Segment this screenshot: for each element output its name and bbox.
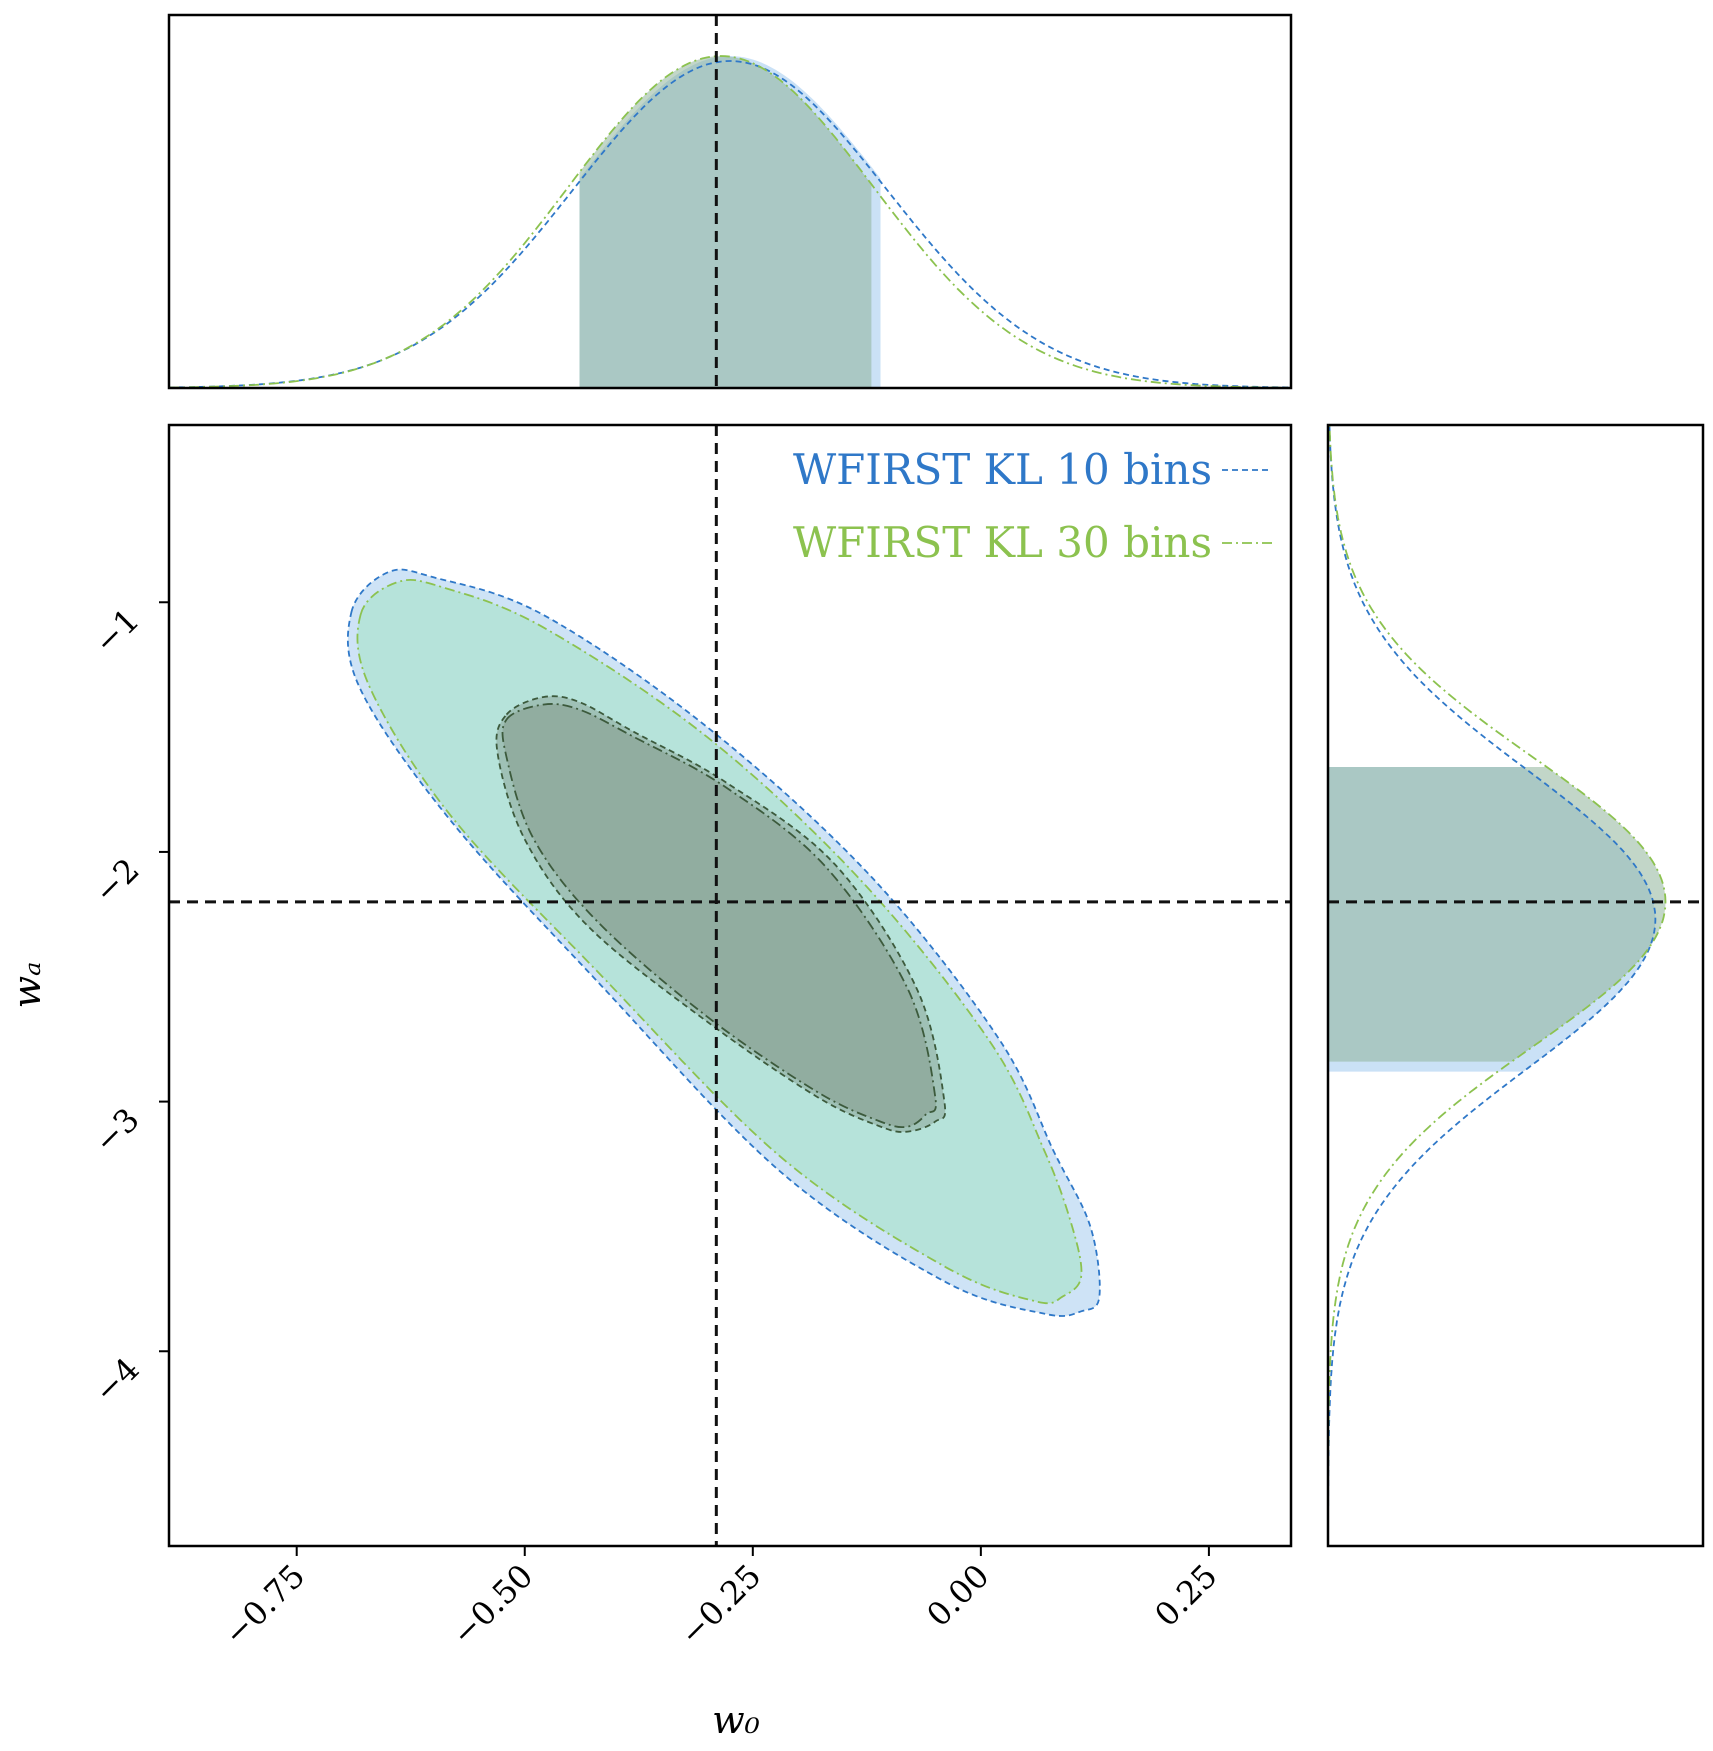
legend: WFIRST KL 10 bins WFIRST KL 30 bins xyxy=(793,445,1272,567)
contour-68-fill-1 xyxy=(496,696,946,1132)
legend-label-1: WFIRST KL 10 bins xyxy=(793,445,1212,494)
y-tick-label: −1 xyxy=(86,601,146,661)
x-axis-label: w₀ xyxy=(712,1698,760,1742)
y-axis-label: wₐ xyxy=(5,962,49,1009)
w0-wa-contour-panel: −0.75 −0.50 −0.25 0.00 0.25 −1 −2 −3 −4 WFIRST … xyxy=(86,423,1293,1653)
contour-68-line-2 xyxy=(501,703,937,1129)
wa-marginal-curve-2 xyxy=(1327,424,1667,1546)
x-tick-label: −0.50 xyxy=(444,1557,540,1653)
wa-marginal-panel xyxy=(1326,423,1705,1548)
y-tick-label: −2 xyxy=(86,851,146,911)
legend-label-2: WFIRST KL 30 bins xyxy=(793,518,1212,567)
y-tick-label: −4 xyxy=(86,1350,146,1410)
x-tick-label: −0.75 xyxy=(216,1557,312,1653)
wa-marginal-frame xyxy=(1326,423,1705,1548)
w0-marginal-frame xyxy=(167,13,1293,390)
x-tick-label: 0.25 xyxy=(1147,1557,1224,1634)
w0-marginal-curve-2 xyxy=(169,55,1291,389)
w0-68-band-2 xyxy=(579,56,872,388)
contour-68-fill-2 xyxy=(502,703,936,1128)
y-tick-label: −3 xyxy=(86,1100,146,1160)
y-axis-ticks: −1 −2 −3 −4 xyxy=(86,601,169,1410)
w0-marginal-curve-1 xyxy=(168,60,1292,389)
x-axis-ticks: −0.75 −0.50 −0.25 0.00 0.25 xyxy=(216,1546,1225,1653)
x-tick-label: 0.00 xyxy=(919,1557,996,1634)
contour-68-line-1 xyxy=(495,695,947,1133)
contour-95-line-1 xyxy=(346,568,1101,1317)
w0-marginal-panel xyxy=(167,13,1293,390)
contour-95-fill-2 xyxy=(357,579,1082,1304)
contour-frame xyxy=(167,423,1293,1548)
wa-68-band-2 xyxy=(1328,767,1666,1062)
contour-95-line-2 xyxy=(356,578,1083,1305)
x-tick-label: −0.25 xyxy=(672,1557,768,1653)
wa-marginal-curve-1 xyxy=(1327,424,1657,1546)
